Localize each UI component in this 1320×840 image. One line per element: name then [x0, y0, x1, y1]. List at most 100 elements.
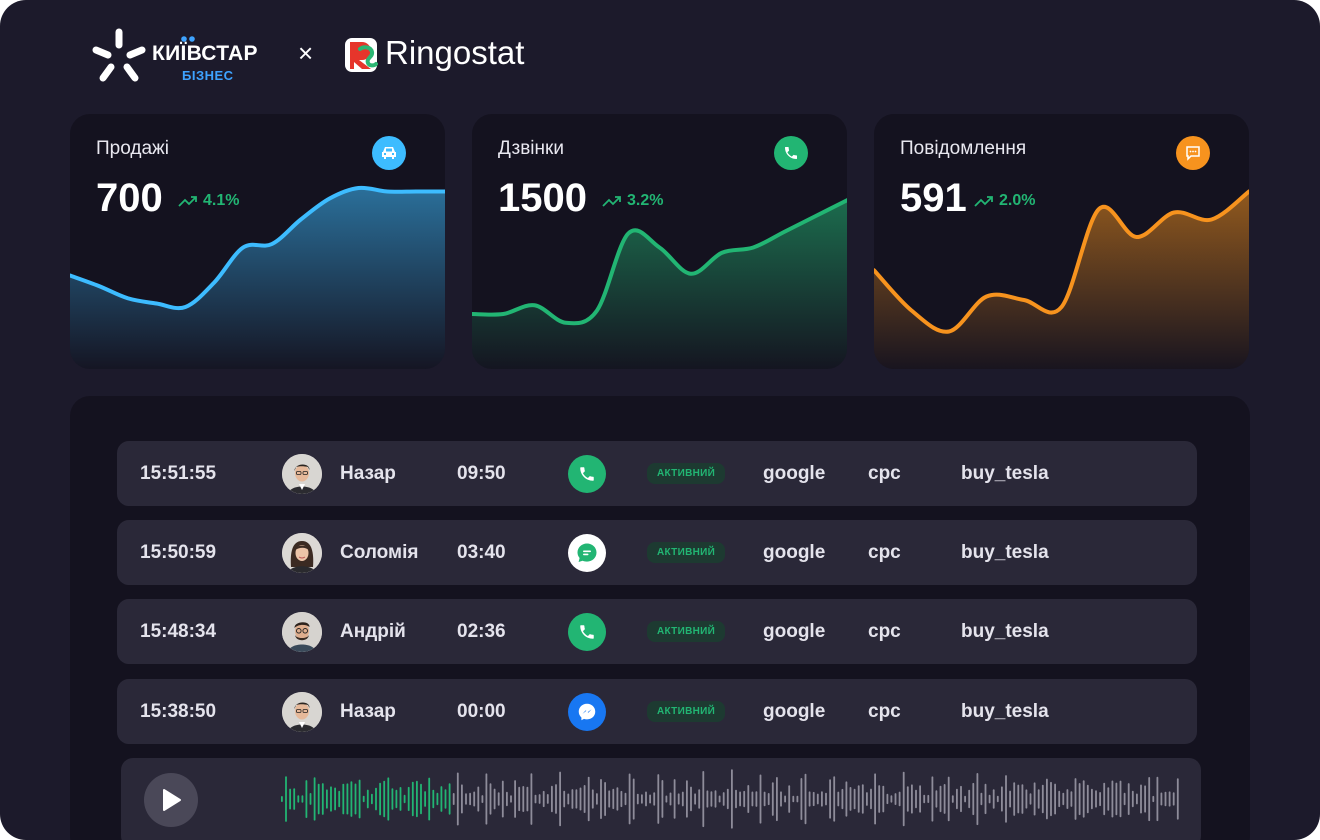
utm-campaign: buy_tesla — [961, 462, 1049, 484]
call-row[interactable]: 15:50:59 Соломія 03:40 АКТИВНИЙ google c… — [117, 520, 1197, 585]
waveform-bar — [1115, 782, 1118, 816]
messages-card[interactable]: Повідомлення 591 2.0% — [874, 114, 1249, 369]
waveform-bar — [833, 776, 836, 822]
waveform-bar — [1172, 792, 1175, 806]
waveform-bar — [330, 786, 332, 812]
waveform-bar — [338, 790, 341, 808]
waveform-bar — [972, 782, 975, 816]
waveform-bar — [342, 783, 345, 815]
waveform-bar — [1103, 782, 1106, 816]
waveform-bar — [456, 772, 459, 826]
waveform-bar — [649, 794, 651, 804]
waveform-bar — [591, 789, 594, 809]
waveform-bar — [469, 792, 471, 806]
waveform-bar — [534, 794, 537, 804]
call-row[interactable]: 15:51:55 Назар 09:50 АКТИВНИЙ google cpc… — [117, 441, 1197, 506]
call-time: 15:38:50 — [140, 700, 217, 722]
sales-title: Продажі — [96, 138, 169, 159]
sales-card[interactable]: Продажі 700 4.1% — [70, 114, 445, 369]
waveform-bar — [383, 780, 386, 818]
waveform-bar — [620, 790, 623, 808]
waveform-bar — [518, 786, 521, 812]
waveform-bar — [653, 792, 656, 806]
waveform-bar — [776, 777, 778, 822]
waveform-bar — [522, 786, 525, 812]
waveform-bar — [1021, 784, 1024, 814]
waveform-bar — [309, 793, 312, 805]
phone-icon — [774, 136, 808, 170]
call-duration: 09:50 — [457, 462, 506, 484]
caller-name: Андрій — [340, 620, 406, 642]
calls-trend: 3.2% — [602, 192, 663, 210]
waveform-bar — [1099, 792, 1101, 807]
call-duration: 03:40 — [457, 541, 506, 563]
sales-chart — [70, 185, 445, 369]
waveform-bar — [882, 785, 885, 813]
waveform-bar — [878, 785, 881, 813]
waveform-bar — [796, 795, 799, 803]
waveform-bar — [546, 794, 549, 804]
waveform-bar — [313, 777, 316, 821]
waveform-bar — [1160, 792, 1163, 806]
phone-icon — [568, 612, 606, 651]
avatar-nazar — [282, 453, 322, 494]
brand-separator: × — [298, 38, 314, 68]
waveform-bar — [841, 788, 844, 810]
audio-waveform[interactable] — [281, 766, 1181, 832]
calls-title: Дзвінки — [498, 138, 564, 159]
waveform-bar — [362, 795, 365, 803]
waveform-bar — [587, 776, 590, 822]
waveform-bar — [1082, 780, 1085, 818]
waveform-bar — [436, 792, 439, 806]
waveform-bar — [743, 790, 746, 808]
waveform-bar — [710, 791, 713, 807]
calls-trend-value: 3.2% — [627, 192, 664, 209]
waveform-bar — [825, 792, 827, 806]
waveform-bar — [984, 783, 987, 815]
waveform-bar — [665, 795, 668, 803]
waveform-bar — [1111, 780, 1114, 818]
waveform-bar — [980, 792, 983, 806]
status-badge: АКТИВНИЙ — [647, 542, 726, 563]
chat-bubble-icon — [568, 533, 606, 572]
waveform-bar — [702, 771, 705, 828]
waveform-bar — [473, 791, 476, 807]
waveform-bar — [874, 773, 876, 825]
waveform-bar — [886, 793, 889, 805]
waveform-bar — [947, 776, 950, 822]
waveform-bar — [1136, 793, 1138, 805]
waveform-bar — [800, 778, 803, 820]
waveform-bar — [1054, 783, 1056, 815]
call-time: 15:48:34 — [140, 620, 217, 642]
waveform-bar — [317, 783, 320, 815]
waveform-bar — [604, 782, 606, 816]
waveform-bar — [755, 791, 758, 807]
call-row[interactable]: 15:38:50 Назар 00:00 АКТИВНИЙ google cpc… — [117, 679, 1197, 744]
call-row[interactable]: 15:48:34 Андрій 02:36 АКТИВНИЙ google cp… — [117, 599, 1197, 664]
waveform-bar — [763, 791, 766, 807]
waveform-bar — [927, 794, 930, 803]
play-button[interactable] — [144, 773, 198, 827]
waveform-bar — [1107, 787, 1110, 811]
chat-icon — [1176, 136, 1210, 170]
sales-trend-value: 4.1% — [203, 192, 240, 209]
waveform-bar — [726, 788, 729, 810]
waveform-bar — [1152, 795, 1155, 803]
waveform-bar — [816, 793, 819, 805]
ringostat-logo-text: Ringostat — [385, 34, 525, 71]
chart-line — [874, 189, 1249, 334]
waveform-bar — [681, 791, 684, 807]
calls-card[interactable]: Дзвінки 1500 3.2% — [472, 114, 847, 369]
waveform-bar — [563, 790, 566, 808]
waveform-bar — [371, 793, 373, 805]
utm-medium: cpc — [868, 700, 901, 722]
waveform-bar — [906, 786, 909, 812]
waveform-bar — [1013, 782, 1016, 816]
waveform-bar — [387, 777, 390, 821]
waveform-bar — [812, 791, 815, 807]
utm-medium: cpc — [868, 462, 901, 484]
waveform-bar — [960, 785, 962, 813]
waveform-bar — [1005, 775, 1007, 823]
waveform-bar — [1037, 789, 1040, 809]
waveform-bar — [297, 795, 300, 803]
